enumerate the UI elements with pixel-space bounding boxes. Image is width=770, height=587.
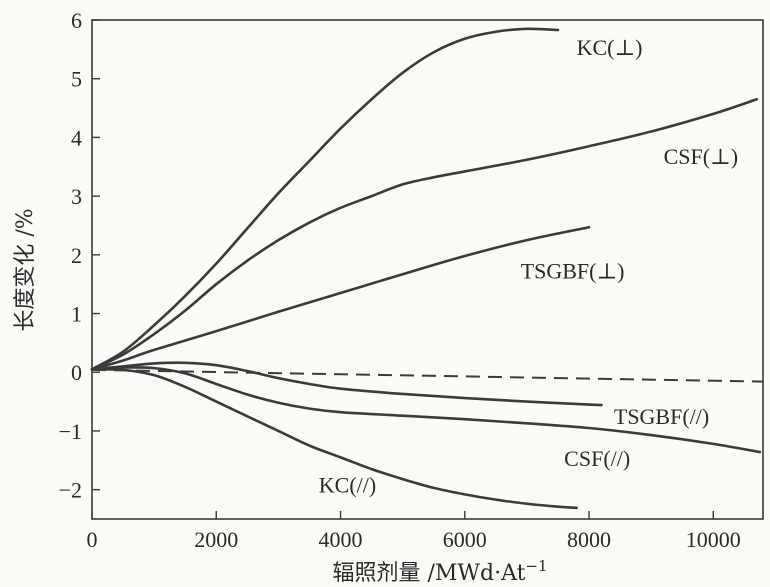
y-tick-label: 0 — [71, 360, 82, 385]
plot-frame — [91, 19, 764, 520]
axes-layer: 0 2000 4000 6000 8000 10000 −2 −1 0 1 2 3 4 5 6 — [59, 8, 764, 552]
y-tick-label: 4 — [71, 125, 82, 150]
y-tick-label: 2 — [71, 243, 82, 268]
series-line — [90, 366, 762, 454]
x-tick-label: 8000 — [567, 527, 611, 552]
x-axis-title-main: 辐照剂量 /MWd·At — [332, 561, 525, 586]
y-tick-label: −2 — [59, 478, 82, 503]
series-label: CSF(//) — [564, 446, 630, 471]
x-tick-label: 6000 — [443, 527, 487, 552]
y-tick-label: 1 — [71, 302, 82, 327]
x-axis-title-sup: −1 — [525, 557, 547, 575]
series-layer — [90, 27, 764, 510]
zero-reference-line — [91, 368, 764, 383]
x-tick-label: 2000 — [194, 527, 238, 552]
x-axis-title: 辐照剂量 /MWd·At−1 — [332, 557, 547, 586]
annotation-layer: KC(⊥) CSF(⊥) TSGBF(⊥) TSGBF(//) CSF(//) KC(//… — [319, 35, 738, 497]
y-tick-label: −1 — [59, 419, 82, 444]
series-line — [90, 361, 603, 407]
y-tick-label: 6 — [71, 8, 82, 33]
series-line — [90, 367, 578, 510]
series-label: CSF(⊥) — [664, 144, 739, 169]
series-line — [90, 225, 591, 371]
series-line — [90, 27, 560, 371]
x-tick-label: 10000 — [686, 527, 741, 552]
y-tick-label: 5 — [71, 67, 82, 92]
series-line — [90, 97, 759, 371]
series-label: KC(//) — [319, 473, 376, 498]
series-label: TSGBF(⊥) — [521, 258, 625, 283]
x-tick-label: 4000 — [319, 527, 363, 552]
series-label: KC(⊥) — [577, 35, 643, 60]
y-tick-label: 3 — [71, 184, 82, 209]
y-axis-title: 长度变化 /% — [13, 208, 38, 331]
series-label: TSGBF(//) — [614, 404, 709, 429]
x-tick-label: 0 — [87, 527, 98, 552]
